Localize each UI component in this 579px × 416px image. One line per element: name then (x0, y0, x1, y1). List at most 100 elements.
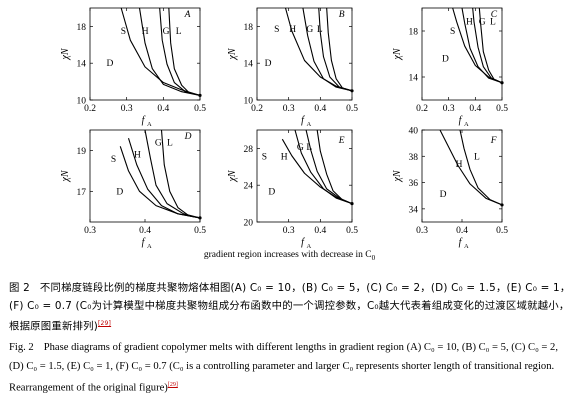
phase-boundary-line (159, 7, 201, 96)
panel-letter: B (339, 10, 345, 20)
critical-point (500, 81, 504, 85)
x-axis-label-sub: A (464, 121, 469, 128)
phase-boundary-line (284, 7, 353, 92)
region-label: S (450, 27, 455, 37)
region-label: L (490, 18, 496, 28)
region-label: D (442, 54, 449, 64)
region-label: D (440, 190, 447, 200)
figure-note: gradient region increases with decrease … (0, 250, 579, 262)
panel-E: 0.3 0.4 0.5 20 24 28 χN f A S HG L D E (227, 129, 358, 250)
x-tick-label: 0.3 (283, 104, 295, 114)
region-label: D (116, 187, 123, 197)
region-label: H (289, 25, 296, 35)
panel-letter: C (491, 10, 498, 20)
x-tick-label: 0.2 (416, 104, 428, 114)
phase-boundary-line (439, 129, 503, 206)
y-axis-label: χN (392, 47, 403, 60)
critical-point (198, 93, 202, 97)
phase-boundary-line (302, 7, 353, 92)
caption-cn-text: 不同梯度链段比例的梯度共聚物熔体相图(A) C₀ = 10，(B) C₀ = 5… (9, 282, 571, 333)
phase-boundary-line (138, 7, 201, 96)
y-tick-label: 40 (409, 127, 419, 137)
x-tick-label: 0.4 (139, 226, 151, 236)
y-tick-label: 38 (409, 153, 419, 163)
panel-B: 0.2 0.3 0.4 0.5 10 14 18 χN f A S H G L D B (227, 7, 358, 128)
x-tick-label: 0.3 (416, 226, 428, 236)
y-axis-label: χN (60, 47, 71, 60)
panel-frame (256, 7, 353, 101)
region-label: H (142, 27, 149, 37)
caption: 图 2 不同梯度链段比例的梯度共聚物熔体相图(A) C₀ = 10，(B) C₀ … (9, 279, 575, 398)
y-axis-label: χN (60, 169, 71, 182)
x-tick-label: 0.5 (346, 104, 358, 114)
x-axis-label: f (142, 237, 146, 248)
critical-point (198, 216, 202, 220)
y-tick-label: 18 (77, 23, 87, 33)
y-tick-label: 36 (409, 179, 419, 189)
x-axis-label: f (301, 115, 305, 126)
x-tick-label: 0.5 (194, 226, 206, 236)
caption-english: Fig. 2 Phase diagrams of gradient copolym… (9, 338, 575, 398)
phase-boundary-line (318, 7, 353, 92)
y-tick-label: 17 (77, 188, 87, 198)
phase-boundary-line (294, 129, 353, 205)
x-axis-label: f (459, 115, 463, 126)
x-axis-label-sub: A (147, 121, 152, 128)
panel-frame (89, 7, 201, 101)
x-tick-label: 0.4 (314, 226, 326, 236)
x-tick-label: 0.4 (314, 104, 326, 114)
x-tick-label: 0.5 (346, 226, 358, 236)
x-axis-label: f (142, 115, 146, 126)
region-label: L (317, 25, 323, 35)
region-label: G (297, 143, 304, 153)
y-tick-label: 28 (244, 145, 254, 155)
phase-boundary-line (461, 7, 503, 84)
x-tick-label: 0.3 (121, 104, 133, 114)
x-tick-label: 0.2 (251, 104, 263, 114)
y-axis-label: χN (227, 169, 238, 182)
region-label: H (456, 160, 463, 170)
y-axis-label: χN (227, 47, 238, 60)
x-tick-label: 0.4 (456, 226, 468, 236)
x-tick-label: 0.3 (443, 104, 455, 114)
region-label: S (262, 152, 267, 162)
x-tick-label: 0.4 (469, 104, 481, 114)
x-tick-label: 0.3 (84, 226, 96, 236)
region-label: H (466, 18, 473, 28)
y-axis-label: χN (392, 169, 403, 182)
y-tick-label: 18 (409, 28, 419, 38)
phase-boundary-line (326, 7, 353, 92)
x-axis-label-sub: A (307, 243, 312, 250)
panel-letter: E (338, 136, 345, 146)
region-label: L (474, 152, 480, 162)
region-label: S (274, 25, 279, 35)
x-tick-label: 0.5 (496, 226, 508, 236)
caption-en-text: Phase diagrams of gradient copolymer mel… (9, 342, 558, 394)
panel-D: 0.3 0.4 0.5 17 19 χN f A S H G L D D (60, 129, 206, 250)
x-tick-label: 0.5 (496, 104, 508, 114)
region-label: D (265, 59, 272, 69)
phase-boundary-line (316, 129, 353, 205)
y-tick-label: 19 (77, 147, 87, 157)
panel-frame (89, 129, 201, 223)
caption-en-ref[interactable]: [29] (167, 382, 178, 389)
region-label: L (167, 139, 173, 149)
y-tick-label: 14 (409, 74, 419, 84)
region-label: S (111, 155, 116, 165)
panel-F: 0.3 0.4 0.5 34 36 38 40 χN f A H L D F (392, 127, 508, 251)
y-tick-label: 24 (244, 182, 254, 192)
panel-letter: D (184, 132, 192, 142)
region-label: G (155, 139, 162, 149)
region-label: H (134, 151, 141, 161)
panel-C: 0.2 0.3 0.4 0.5 14 18 χN f A S H G L D C (392, 7, 508, 128)
x-tick-label: 0.4 (157, 104, 169, 114)
phase-boundary-line (168, 7, 201, 96)
caption-en-label: Fig. 2 (9, 342, 34, 354)
panel-letter: F (490, 136, 497, 146)
caption-cn-ref[interactable]: [29] (97, 320, 112, 328)
region-label: L (176, 27, 182, 37)
y-tick-label: 34 (409, 205, 419, 215)
y-tick-label: 10 (77, 97, 87, 107)
x-tick-label: 0.5 (194, 104, 206, 114)
